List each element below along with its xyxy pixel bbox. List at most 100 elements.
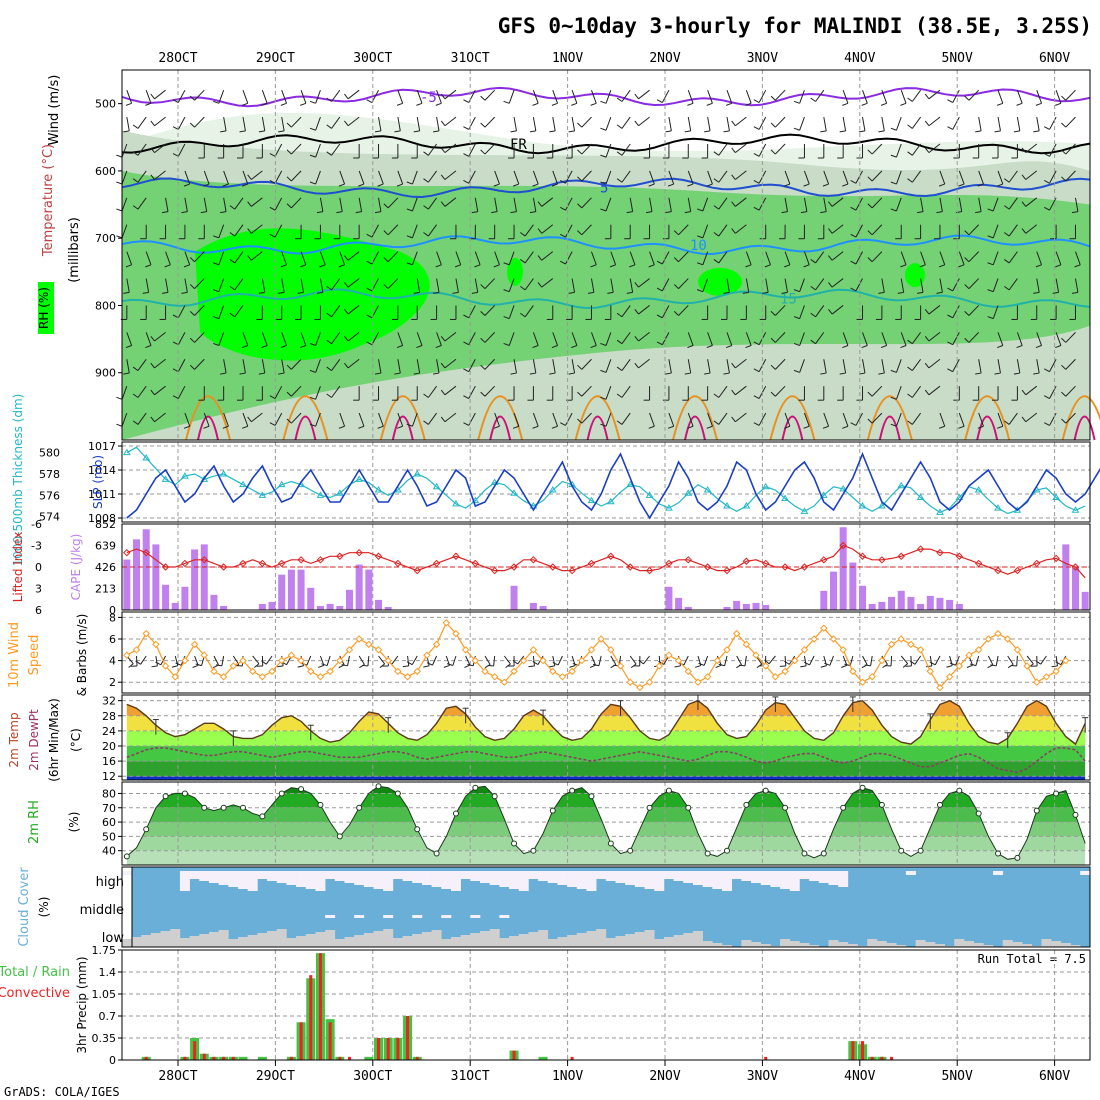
rh2m-units-label: (%) (67, 812, 81, 833)
wind-speed-marker (820, 624, 828, 632)
wind-barb (992, 278, 999, 292)
wind-barb (939, 170, 946, 185)
wind-speed-marker (665, 651, 673, 659)
wind-barb (774, 358, 786, 370)
wind-barb (831, 278, 844, 288)
wind-barb (668, 359, 672, 374)
wind-barb-flag (731, 389, 736, 396)
isotherm-label: 10 (690, 238, 707, 254)
cloud-middle-cell (383, 915, 394, 918)
wind-barb (581, 116, 592, 128)
wind-barb (718, 412, 728, 425)
wind-speed-marker (907, 640, 915, 649)
wind-barb-flag (568, 372, 575, 375)
wind-barb (995, 655, 999, 666)
wind-barb (444, 170, 457, 180)
rh-marker (162, 793, 169, 800)
wind-barb-flag (626, 291, 633, 294)
wind-barb-flag (828, 282, 833, 288)
wind-barb (621, 358, 631, 371)
wind-barb (468, 385, 476, 399)
wind-barb (508, 90, 515, 104)
wind-barb (121, 412, 128, 427)
date-label-top: 29OCT (256, 51, 295, 66)
wind-barb (1065, 412, 1076, 424)
thickness-marker (510, 489, 518, 496)
wind-barb-flag (532, 183, 539, 187)
wind-barb (668, 412, 675, 427)
wind-barb (997, 117, 1001, 131)
wind-barb-flag (938, 264, 945, 268)
cloud-high-cell (780, 871, 791, 889)
wind-barb-flag (842, 425, 849, 429)
wind-barb-flag (358, 425, 365, 429)
thickness-marker (645, 491, 654, 498)
wind-barb-flag (440, 174, 446, 180)
wind-barb-flag (150, 335, 155, 342)
wind-barb-flag (590, 345, 597, 349)
rh2m-axis-label: 2m RH (27, 800, 42, 844)
wind-barb-flag (551, 425, 558, 429)
y-tick-label: 50 (102, 830, 116, 843)
wind-speed-marker (674, 656, 683, 665)
cloud-high-cell (179, 871, 190, 891)
panel-frame (121, 694, 1091, 781)
wind-barb (911, 89, 922, 102)
convective-bar (861, 1041, 865, 1060)
cape-bar (839, 527, 847, 610)
cloud-low-cell (528, 932, 539, 947)
wind-barb (358, 412, 365, 427)
wind-barb (137, 412, 147, 425)
wind-barb (815, 305, 825, 318)
wind-barb-flag (241, 425, 248, 429)
wind-barb (300, 90, 307, 104)
wind-barb (251, 412, 263, 423)
wind-barb (121, 170, 128, 185)
wind-barb (881, 117, 885, 131)
wind-barb (911, 332, 922, 344)
wind-barb (126, 117, 130, 131)
cape-bar (191, 549, 199, 610)
wind-barb-flag (844, 663, 851, 667)
wind-speed-marker (916, 646, 925, 654)
wind-barb-flag (192, 664, 199, 668)
wind-barb (978, 197, 982, 212)
cloud-high-cell (528, 871, 539, 879)
wind-barb (513, 117, 517, 131)
wind-barb (331, 305, 341, 318)
y-tick-label: 40 (102, 845, 116, 858)
wind-barb (871, 170, 883, 182)
wind-barb-flag (435, 345, 442, 349)
wind-barb-flag (1021, 174, 1027, 180)
wind-barb (184, 170, 191, 185)
li-marker (529, 556, 538, 564)
rh-marker (936, 801, 943, 808)
li-marker (723, 566, 731, 575)
isotherm-line (121, 234, 1091, 256)
cape-bar (762, 604, 770, 610)
warm-isotherm (964, 395, 1011, 441)
wind-barb (831, 305, 844, 315)
wind-barb (444, 331, 457, 342)
wind-barb-flag (946, 665, 953, 668)
wind-speed-marker (510, 667, 518, 676)
wind-barb (831, 251, 844, 261)
cloud-low-cell (238, 937, 248, 947)
wind-barb-flag (145, 345, 152, 349)
wind-barb-flag (383, 203, 389, 209)
wind-barb-flag (1044, 153, 1050, 157)
wind-barb-flag (280, 102, 287, 106)
rh-marker (898, 847, 905, 854)
cape-bar (510, 585, 518, 610)
cloud-low-cell (751, 942, 762, 947)
cloud-high-cell (480, 871, 490, 883)
wind-barb-flag (336, 211, 343, 214)
y-tick-label: 1.4 (99, 966, 117, 979)
wind-barb (605, 386, 612, 400)
rh-marker (511, 840, 518, 847)
wind-barb (958, 251, 965, 265)
thickness-marker (606, 497, 615, 505)
cloud-low-cell (634, 932, 645, 947)
wind-barb-flag (338, 264, 345, 268)
wind-barb-flag (150, 362, 155, 369)
